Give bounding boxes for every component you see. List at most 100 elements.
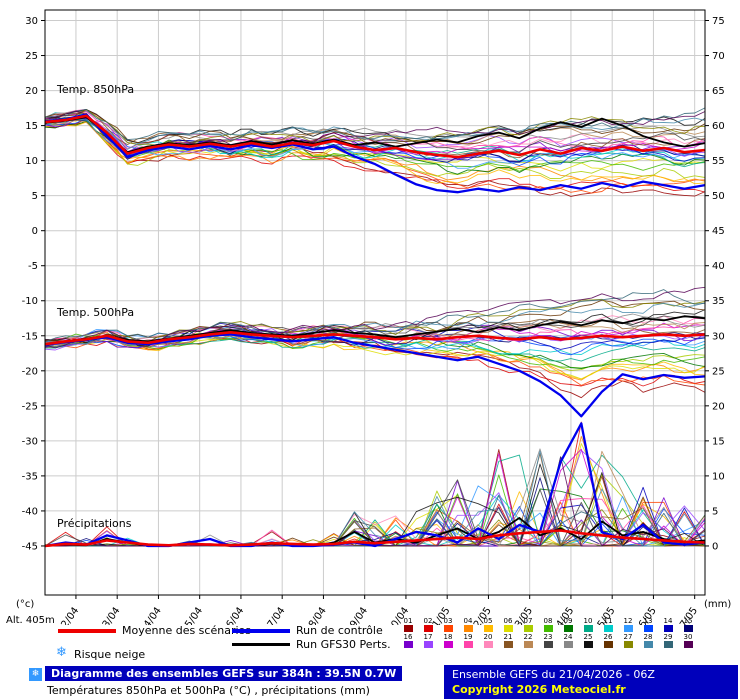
svg-text:0: 0 bbox=[712, 541, 718, 552]
legend-gfs-label: Run GFS bbox=[296, 638, 343, 651]
svg-text:60: 60 bbox=[712, 121, 725, 132]
pert-key-12: 12 bbox=[618, 617, 638, 632]
svg-text:-45: -45 bbox=[22, 541, 38, 552]
svg-text:55: 55 bbox=[712, 156, 725, 167]
svg-text:-10: -10 bbox=[22, 296, 38, 307]
pert-color-swatch bbox=[463, 625, 473, 632]
svg-text:(°c): (°c) bbox=[16, 599, 34, 610]
pert-key-05: 05 bbox=[478, 617, 498, 632]
pert-key-08: 08 bbox=[538, 617, 558, 632]
snow-risk-icon: ❄ bbox=[29, 668, 42, 681]
svg-text:25: 25 bbox=[25, 51, 38, 62]
svg-text:-40: -40 bbox=[22, 506, 38, 517]
pert-key-03: 03 bbox=[438, 617, 458, 632]
svg-text:-35: -35 bbox=[22, 471, 38, 482]
chart-legend: Moyenne des scénarios Run de contrôle Ru… bbox=[0, 616, 740, 666]
pert-color-swatch bbox=[623, 641, 633, 648]
chart-footer: ❄ Diagramme des ensembles GEFS sur 384h … bbox=[0, 665, 740, 700]
svg-text:15: 15 bbox=[25, 121, 38, 132]
pert-color-swatch bbox=[603, 625, 613, 632]
pert-key-16: 16 bbox=[398, 633, 418, 648]
pert-color-swatch bbox=[623, 625, 633, 632]
pert-color-swatch bbox=[563, 625, 573, 632]
pert-color-swatch bbox=[663, 641, 673, 648]
pert-color-swatch bbox=[523, 641, 533, 648]
pert-color-swatch bbox=[403, 641, 413, 648]
chart-subtitle: Températures 850hPa et 500hPa (°C) , pré… bbox=[47, 684, 370, 697]
pert-key-01: 01 bbox=[398, 617, 418, 632]
pert-key-28: 28 bbox=[638, 633, 658, 648]
pert-key-11: 11 bbox=[598, 617, 618, 632]
perturbation-color-key: 01 02 03 04 05 06 07 08 09 10 11 12 13 14 15 16 17 18 19 20… bbox=[398, 617, 720, 649]
legend-perts-label: 30 Perts. bbox=[342, 638, 391, 651]
svg-text:20: 20 bbox=[712, 401, 725, 412]
pert-color-swatch bbox=[483, 641, 493, 648]
pert-key-29: 29 bbox=[658, 633, 678, 648]
svg-text:-5: -5 bbox=[28, 261, 38, 272]
pert-key-02: 02 bbox=[418, 617, 438, 632]
pert-color-swatch bbox=[583, 641, 593, 648]
pert-color-swatch bbox=[643, 641, 653, 648]
pert-color-swatch bbox=[543, 625, 553, 632]
run-info-box: Ensemble GEFS du 21/04/2026 - 06Z Copyri… bbox=[444, 665, 738, 699]
legend-snow-label: Risque neige bbox=[74, 648, 146, 661]
svg-text:30: 30 bbox=[25, 16, 38, 27]
gfs-line-swatch bbox=[232, 643, 290, 646]
pert-key-25: 25 bbox=[578, 633, 598, 648]
svg-text:25: 25 bbox=[712, 366, 725, 377]
svg-text:10: 10 bbox=[25, 156, 38, 167]
ensemble-chart: Temp. 850hPa Temp. 500hPa Précipitations 30… bbox=[6, 9, 731, 625]
svg-text:Précipitations: Précipitations bbox=[57, 517, 132, 530]
pert-color-swatch bbox=[583, 625, 593, 632]
mean-line-swatch bbox=[58, 629, 116, 633]
pert-key-13: 13 bbox=[638, 617, 658, 632]
svg-text:75: 75 bbox=[712, 16, 725, 27]
pert-key-04: 04 bbox=[458, 617, 478, 632]
svg-text:65: 65 bbox=[712, 86, 725, 97]
svg-text:(mm): (mm) bbox=[704, 599, 731, 610]
svg-text:5: 5 bbox=[32, 191, 38, 202]
svg-text:15: 15 bbox=[712, 436, 725, 447]
pert-color-swatch bbox=[563, 641, 573, 648]
snowflake-icon: ❄ bbox=[56, 645, 67, 660]
pert-color-swatch bbox=[523, 625, 533, 632]
pert-color-swatch bbox=[403, 625, 413, 632]
svg-text:-15: -15 bbox=[22, 331, 38, 342]
pert-key-10: 10 bbox=[578, 617, 598, 632]
svg-text:Alt. 405m: Alt. 405m bbox=[6, 615, 55, 625]
svg-text:Temp. 500hPa: Temp. 500hPa bbox=[56, 306, 134, 319]
pert-key-22: 22 bbox=[518, 633, 538, 648]
pert-key-18: 18 bbox=[438, 633, 458, 648]
pert-key-07: 07 bbox=[518, 617, 538, 632]
svg-text:0: 0 bbox=[32, 226, 38, 237]
svg-text:10: 10 bbox=[712, 471, 725, 482]
svg-text:30: 30 bbox=[712, 331, 725, 342]
pert-color-swatch bbox=[683, 641, 693, 648]
svg-text:-25: -25 bbox=[22, 401, 38, 412]
pert-key-20: 20 bbox=[478, 633, 498, 648]
svg-text:-20: -20 bbox=[22, 366, 38, 377]
svg-text:40: 40 bbox=[712, 261, 725, 272]
pert-color-swatch bbox=[683, 625, 693, 632]
pert-color-swatch bbox=[503, 625, 513, 632]
pert-color-swatch bbox=[463, 641, 473, 648]
pert-key-23: 23 bbox=[538, 633, 558, 648]
control-line-swatch bbox=[232, 629, 290, 633]
svg-text:5: 5 bbox=[712, 506, 718, 517]
pert-key-06: 06 bbox=[498, 617, 518, 632]
pert-color-swatch bbox=[643, 625, 653, 632]
svg-text:Temp. 850hPa: Temp. 850hPa bbox=[56, 83, 134, 96]
pert-color-swatch bbox=[543, 641, 553, 648]
pert-color-swatch bbox=[443, 641, 453, 648]
pert-key-14: 14 bbox=[658, 617, 678, 632]
svg-text:50: 50 bbox=[712, 191, 725, 202]
pert-color-swatch bbox=[423, 641, 433, 648]
pert-key-21: 21 bbox=[498, 633, 518, 648]
pert-key-19: 19 bbox=[458, 633, 478, 648]
legend-mean-label: Moyenne des scénarios bbox=[122, 624, 251, 637]
svg-text:20: 20 bbox=[25, 86, 38, 97]
pert-color-swatch bbox=[443, 625, 453, 632]
pert-color-swatch bbox=[603, 641, 613, 648]
svg-text:45: 45 bbox=[712, 226, 725, 237]
